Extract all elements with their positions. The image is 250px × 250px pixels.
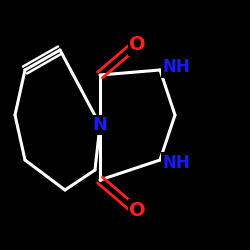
Text: NH: NH [162, 154, 190, 172]
Text: O: O [129, 200, 146, 220]
Text: N: N [92, 116, 108, 134]
Text: O: O [129, 36, 146, 54]
Text: NH: NH [162, 58, 190, 76]
